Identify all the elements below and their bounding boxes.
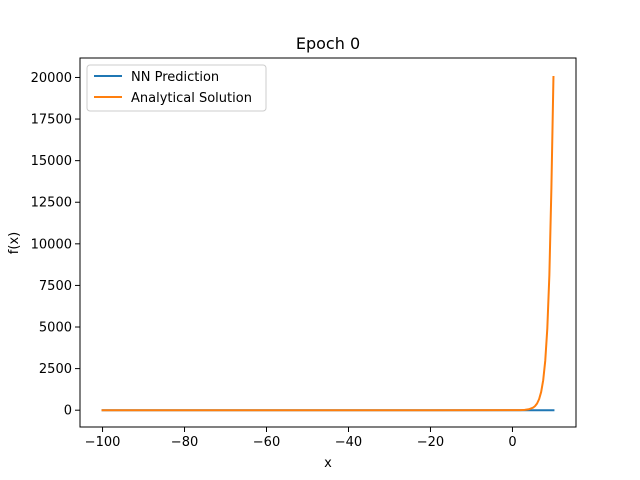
x-axis-label: x	[324, 456, 332, 471]
legend-box	[86, 64, 267, 112]
legend-label-nn-prediction: NN Prediction	[131, 70, 219, 85]
y-tick-label: 0	[64, 404, 72, 419]
series-line-analytical-solution	[101, 76, 555, 412]
y-tick-label: 15000	[31, 154, 72, 169]
y-axis-label: f(x)	[7, 232, 22, 254]
y-tick-label: 17500	[31, 113, 72, 128]
chart-title: Epoch 0	[296, 34, 360, 53]
axes-frame	[79, 57, 577, 428]
legend: NN Prediction Analytical Solution	[86, 64, 267, 112]
x-tick-label: −80	[171, 435, 198, 450]
plot-area	[79, 57, 577, 428]
y-axis-ticks: 0 2500 5000 7500 10000 12500 15000 17500 20000	[31, 71, 80, 419]
y-tick-label: 12500	[31, 196, 72, 211]
y-tick-label: 20000	[31, 71, 72, 86]
y-tick-label: 5000	[39, 321, 72, 336]
y-tick-label: 7500	[39, 279, 72, 294]
x-tick-label: −60	[253, 435, 280, 450]
x-axis-ticks: −100 −80 −60 −40 −20 0	[85, 427, 517, 450]
legend-label-analytical-solution: Analytical Solution	[131, 91, 252, 106]
y-tick-label: 10000	[31, 237, 72, 252]
y-tick-label: 2500	[39, 362, 72, 377]
series-layer	[101, 76, 555, 412]
x-tick-label: 0	[508, 435, 516, 450]
x-tick-label: −100	[85, 435, 121, 450]
x-tick-label: −40	[335, 435, 362, 450]
x-tick-label: −20	[417, 435, 444, 450]
